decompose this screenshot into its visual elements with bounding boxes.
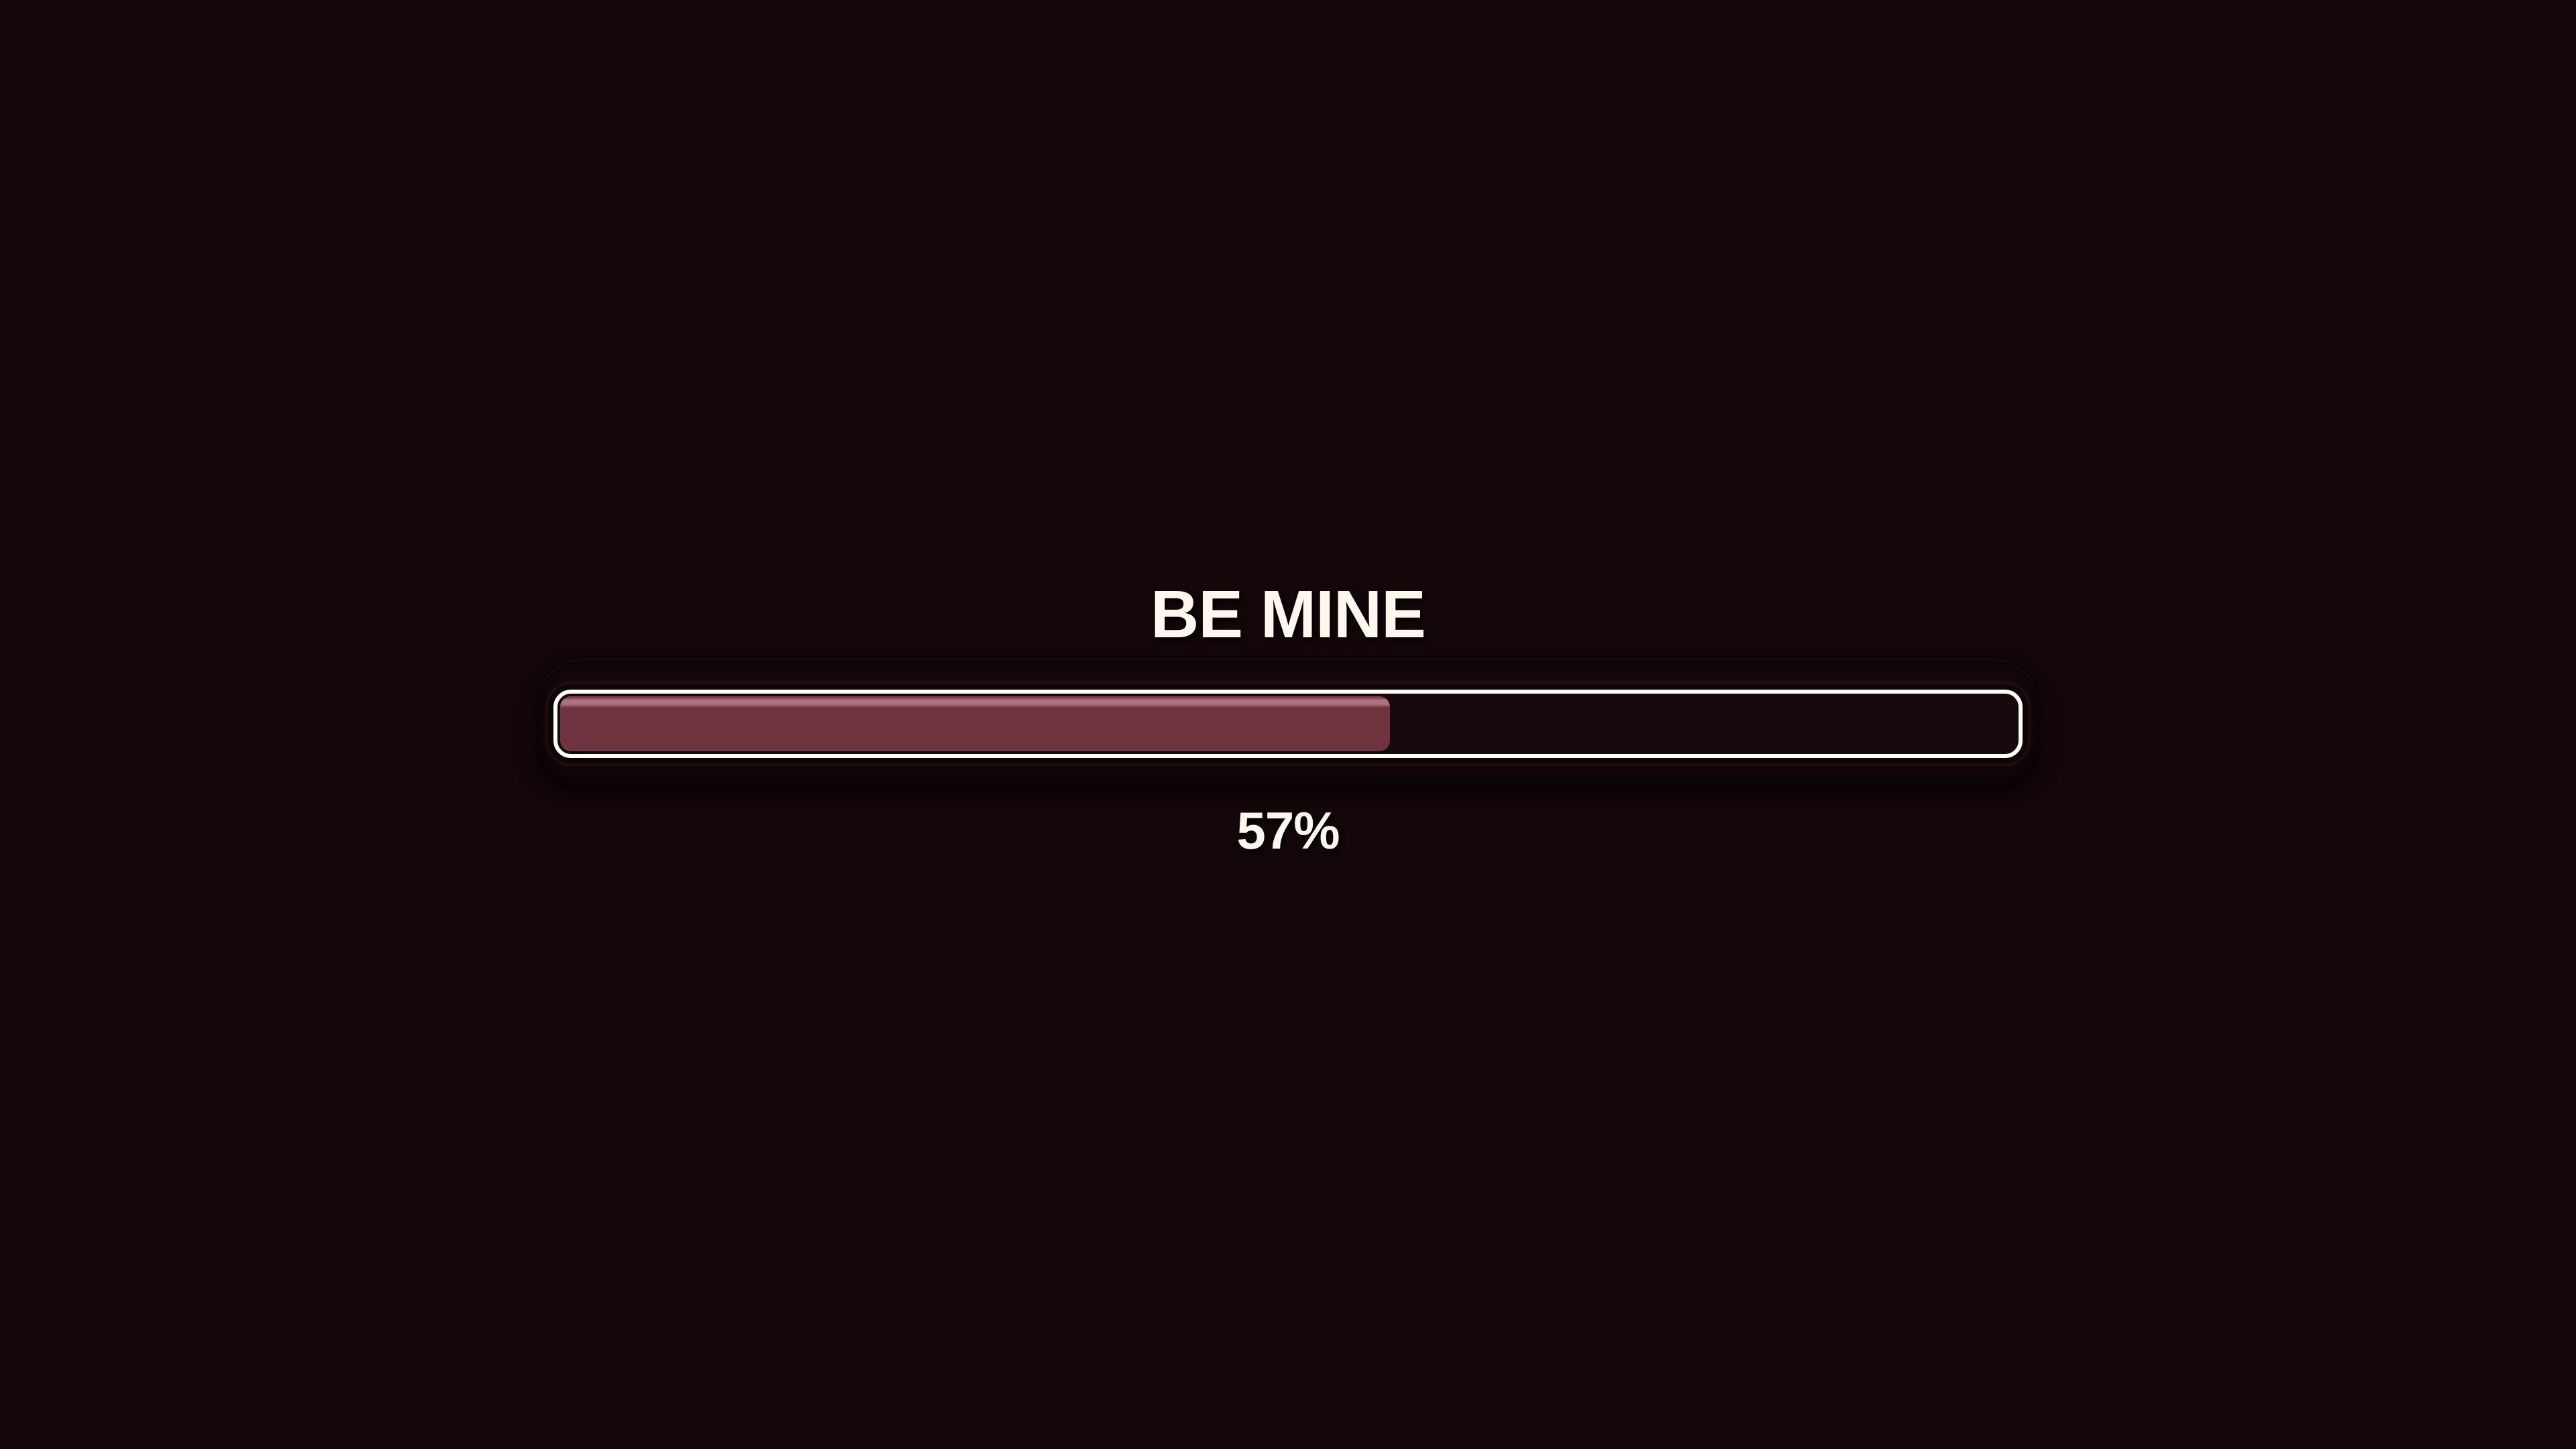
progress-bar-fill [560, 696, 1390, 751]
progress-bar-track [553, 690, 2023, 758]
page-title: BE MINE [1150, 577, 1426, 652]
progress-shell [538, 658, 2038, 790]
progress-percent-label: 57% [1236, 801, 1340, 860]
